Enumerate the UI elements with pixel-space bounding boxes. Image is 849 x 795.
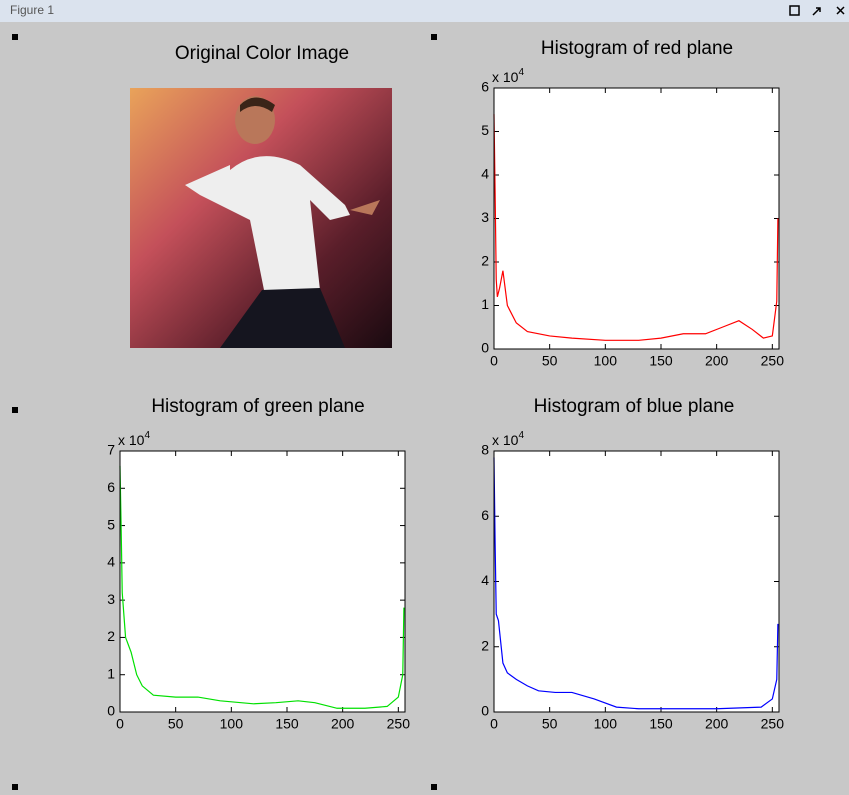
undock-button[interactable] [812,7,821,16]
x-tick-label: 50 [168,716,184,732]
image-title: Original Color Image [175,43,349,64]
axis-multiplier: x 104 [118,430,150,448]
y-tick-label: 2 [481,637,489,653]
y-tick-label: 3 [107,591,115,607]
title-bar [0,0,849,22]
y-tick-label: 5 [107,516,115,532]
close-button[interactable] [836,6,845,15]
plot-area [120,451,405,712]
y-tick-label: 0 [481,340,489,356]
x-tick-label: 150 [649,716,673,732]
y-tick-label: 0 [481,703,489,719]
x-tick-label: 200 [705,353,729,369]
axes-box [119,450,406,713]
x-tick-label: 200 [331,716,355,732]
y-tick-label: 0 [107,703,115,719]
multiplier-base: x 10 [492,432,519,448]
handle [431,784,437,790]
y-tick-label: 3 [481,209,489,225]
x-tick-label: 250 [761,716,785,732]
y-tick-label: 5 [481,122,489,138]
y-tick-label: 6 [481,507,489,523]
handle [12,784,18,790]
y-tick-label: 2 [107,628,115,644]
y-tick-label: 4 [481,166,489,182]
histogram-line [493,114,779,341]
y-tick-label: 4 [481,572,489,588]
axes-box [493,87,780,350]
x-tick-label: 250 [387,716,411,732]
plot-area [494,451,779,712]
y-tick-label: 7 [107,442,115,458]
y-tick-label: 6 [481,79,489,95]
multiplier-base: x 10 [118,432,145,448]
y-tick-label: 2 [481,253,489,269]
handle [12,407,18,413]
x-tick-label: 50 [542,353,558,369]
multiplier-base: x 10 [492,69,519,85]
chart-title: Histogram of green plane [151,396,364,417]
chart-title: Histogram of red plane [541,38,733,59]
x-tick-label: 100 [594,353,618,369]
x-tick-label: 0 [116,716,124,732]
handle [431,34,437,40]
axes-box [493,450,780,713]
y-tick-label: 4 [107,554,115,570]
multiplier-power: 4 [144,430,150,441]
axis-multiplier: x 104 [492,67,524,85]
x-tick-label: 150 [275,716,299,732]
histogram-line [493,457,779,710]
x-tick-label: 200 [705,716,729,732]
handle [12,34,18,40]
x-tick-label: 100 [594,716,618,732]
y-tick-label: 8 [481,442,489,458]
axis-multiplier: x 104 [492,430,524,448]
histogram-line [119,465,405,709]
x-tick-label: 250 [761,353,785,369]
y-tick-label: 1 [107,665,115,681]
x-tick-label: 0 [490,716,498,732]
y-tick-label: 6 [107,479,115,495]
x-tick-label: 50 [542,716,558,732]
x-tick-label: 0 [490,353,498,369]
x-tick-label: 150 [649,353,673,369]
photo [130,88,392,348]
x-tick-label: 100 [220,716,244,732]
chart-title: Histogram of blue plane [534,396,735,417]
y-tick-label: 1 [481,296,489,312]
window-title: Figure 1 [10,3,54,17]
multiplier-power: 4 [518,430,524,441]
multiplier-power: 4 [518,67,524,78]
maximize-button[interactable] [789,5,800,16]
plot-area [494,88,779,349]
